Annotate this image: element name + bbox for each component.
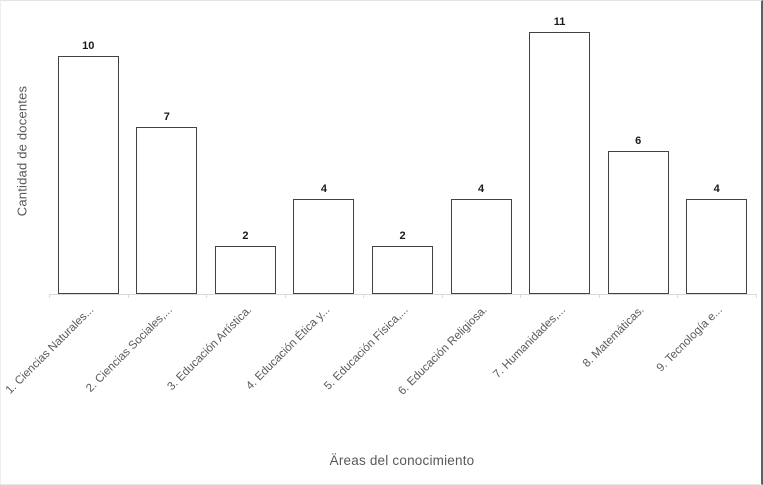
bar — [293, 199, 355, 294]
bar — [686, 199, 748, 294]
bar-value-label: 4 — [713, 183, 720, 195]
category-label: 7. Humanidades,... — [491, 304, 569, 381]
bar-value-label: 4 — [320, 183, 327, 195]
axis-tick — [49, 294, 50, 298]
category-label: 5. Educación Física,... — [322, 304, 411, 393]
category-label: 8. Matemáticas. — [580, 304, 647, 370]
bar-value-label: 6 — [635, 135, 642, 147]
x-axis-title: Äreas del conocimiento — [329, 453, 475, 468]
axis-tick — [206, 294, 207, 298]
axis-tick — [599, 294, 600, 298]
axis-tick — [520, 294, 521, 298]
plot-area: 10 7 2 4 2 4 11 6 4 — [49, 1, 756, 295]
category-label: 1. Ciencias Naturales... — [4, 304, 97, 397]
x-axis-line — [49, 294, 756, 295]
bar-value-label: 7 — [163, 111, 170, 123]
bar-value-label: 2 — [242, 230, 249, 242]
bar — [57, 56, 119, 294]
bar-value-label: 4 — [477, 183, 485, 195]
axis-tick — [285, 294, 286, 298]
bar-value-label: 11 — [553, 16, 566, 28]
y-axis-title: Cantidad de docentes — [14, 85, 30, 217]
category-label: 9. Tecnología e... — [654, 304, 726, 375]
bar — [450, 199, 512, 294]
bar — [372, 246, 433, 294]
bar-value-label: 10 — [82, 40, 95, 52]
category-label: 6. Educación Religiosa. — [396, 304, 490, 398]
axis-tick — [442, 294, 443, 298]
category-label: 2. Ciencias Sociales,... — [84, 304, 176, 395]
axis-tick — [677, 294, 678, 298]
axis-tick — [363, 294, 364, 298]
bar — [529, 32, 591, 294]
bar — [136, 127, 198, 294]
bar — [607, 151, 669, 294]
bar-value-label: 2 — [399, 230, 406, 242]
category-label: 3. Educación Artística. — [164, 304, 254, 393]
axis-tick — [128, 294, 129, 298]
axis-tick — [756, 294, 757, 298]
category-label: 4. Educación Ética y... — [244, 304, 333, 393]
bar — [214, 246, 276, 294]
